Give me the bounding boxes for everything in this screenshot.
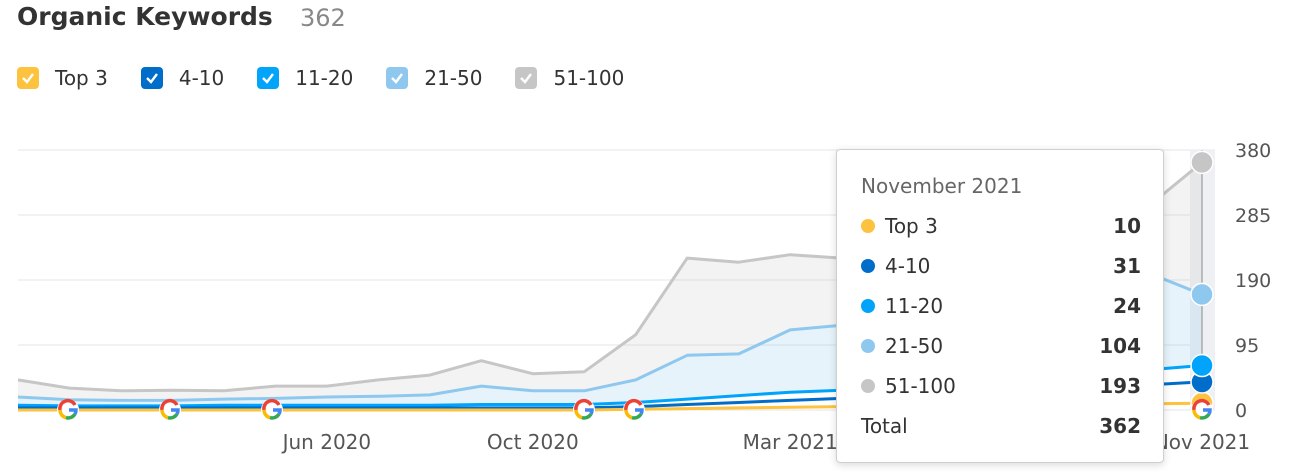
y-tick-label: 285 <box>1235 205 1271 227</box>
x-tick-label: Oct 2020 <box>487 430 579 454</box>
icon-arc <box>69 408 78 415</box>
legend-checkbox[interactable] <box>257 67 280 89</box>
y-tick-label: 0 <box>1235 400 1247 422</box>
legend: Top 3 4-10 11-20 21-50 51-100 <box>17 66 657 90</box>
google-update-icon <box>57 398 79 421</box>
tooltip-value: 104 <box>1099 334 1141 358</box>
icon-arc <box>1192 398 1211 411</box>
icon-arc <box>585 408 594 415</box>
tooltip-total-label: Total <box>861 414 908 438</box>
check-icon <box>391 73 404 84</box>
tooltip-value: 31 <box>1113 254 1141 278</box>
icon-arc <box>58 398 77 411</box>
icon-arc <box>262 409 271 420</box>
icon-arc <box>167 412 179 420</box>
check-icon <box>145 73 158 84</box>
icon-arc <box>624 409 633 420</box>
icon-arc <box>631 412 643 420</box>
icon-arc <box>624 398 643 411</box>
icon-arc <box>262 398 281 411</box>
tooltip-title: November 2021 <box>861 174 1023 198</box>
icon-arc <box>58 409 67 420</box>
check-icon <box>262 73 275 84</box>
icon-arc <box>581 412 593 420</box>
legend-label[interactable]: 21-50 <box>424 66 483 90</box>
google-update-icon <box>159 398 181 421</box>
icon-arc <box>574 398 593 411</box>
legend-checkbox[interactable] <box>515 67 538 89</box>
google-update-icon <box>573 398 595 421</box>
icon-arc <box>1192 409 1201 420</box>
google-update-icon <box>1191 398 1213 421</box>
legend-item[interactable]: 51-100 <box>515 66 624 90</box>
tooltip-value: 24 <box>1113 294 1141 318</box>
check-icon <box>520 73 533 84</box>
google-update-icon <box>261 398 283 421</box>
icon-arc <box>171 408 180 415</box>
tooltip-dot <box>861 219 875 233</box>
icon-arc <box>574 409 583 420</box>
hover-point <box>1190 353 1214 378</box>
tooltip-row: 4-10 31 <box>861 252 1141 280</box>
legend-checkbox[interactable] <box>386 67 409 89</box>
tooltip-row: 51-100 193 <box>861 372 1141 400</box>
x-tick-label: Nov 2021 <box>1154 430 1250 454</box>
icon-arc <box>273 408 282 415</box>
legend-label[interactable]: 11-20 <box>295 66 354 90</box>
tooltip-row: 21-50 104 <box>861 332 1141 360</box>
tooltip-total-row: Total 362 <box>861 412 1141 440</box>
y-tick-label: 190 <box>1235 270 1271 292</box>
y-tick-label: 95 <box>1235 335 1259 357</box>
icon-arc <box>1203 408 1212 415</box>
x-tick-label: Mar 2021 <box>743 430 838 454</box>
title: Organic Keywords <box>17 2 273 31</box>
legend-item[interactable]: 21-50 <box>386 66 482 90</box>
tooltip-label: 4-10 <box>885 254 931 278</box>
keyword-count: 362 <box>300 4 346 32</box>
icon-arc <box>635 408 644 415</box>
icon-arc <box>65 412 77 420</box>
tooltip-dot <box>861 339 875 353</box>
hover-point <box>1190 150 1214 175</box>
icon-arc <box>160 398 179 411</box>
tooltip-total-value: 362 <box>1099 414 1141 438</box>
icon-arc <box>1199 412 1211 420</box>
tooltip-dot <box>861 379 875 393</box>
tooltip-label: Top 3 <box>885 214 938 238</box>
tooltip-row: 11-20 24 <box>861 292 1141 320</box>
icon-arc <box>160 409 169 420</box>
legend-label[interactable]: Top 3 <box>55 66 108 90</box>
legend-item[interactable]: 11-20 <box>257 66 353 90</box>
tooltip-value: 193 <box>1099 374 1141 398</box>
legend-label[interactable]: 51-100 <box>553 66 625 90</box>
y-tick-label: 380 <box>1235 140 1271 162</box>
tooltip-row: Top 3 10 <box>861 212 1141 240</box>
tooltip-label: 21-50 <box>885 334 944 358</box>
legend-item[interactable]: Top 3 <box>17 66 108 90</box>
tooltip-value: 10 <box>1113 214 1141 238</box>
legend-checkbox[interactable] <box>140 67 163 89</box>
tooltip-dot <box>861 259 875 273</box>
legend-checkbox[interactable] <box>17 67 39 89</box>
icon-arc <box>269 412 281 420</box>
x-tick-label: Jun 2020 <box>281 430 372 454</box>
tooltip: November 2021 Top 3 10 4-10 31 11-20 24 21-50 1… <box>836 149 1164 463</box>
google-update-icon <box>623 398 645 421</box>
legend-label[interactable]: 4-10 <box>178 66 225 90</box>
tooltip-dot <box>861 299 875 313</box>
tooltip-label: 51-100 <box>885 374 956 398</box>
tooltip-label: 11-20 <box>885 294 944 318</box>
legend-item[interactable]: 4-10 <box>140 66 225 90</box>
hover-point <box>1190 282 1214 307</box>
check-icon <box>22 73 34 84</box>
